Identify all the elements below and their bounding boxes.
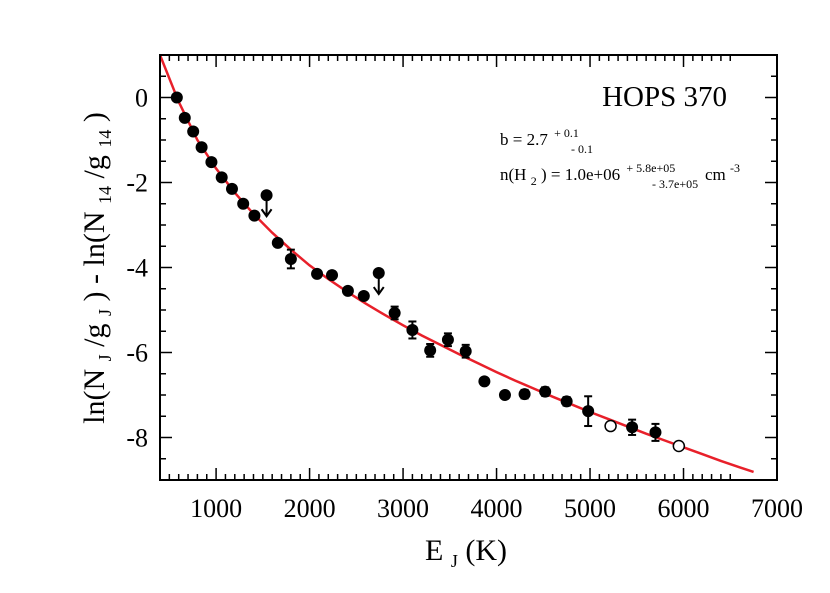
data-point-15 [388,306,401,319]
data-point-22 [518,388,531,401]
data-point-6 [225,182,238,195]
x-tick-label-6000: 6000 [658,494,710,523]
x-tick-label-7000: 7000 [751,494,803,523]
data-point-9 [271,236,284,249]
data-point-0 [170,91,183,104]
data-point-2 [187,125,200,138]
data-point-20 [478,375,491,388]
open-point-0 [604,419,617,433]
chart-title: HOPS 370 [602,81,727,113]
data-point-3 [195,141,208,154]
density-prefix: n(H [500,165,526,184]
b-value: b = 2.7 [500,130,548,149]
b-plus-error: + 0.1 [554,126,579,140]
density-h2-subscript: 2 [531,174,537,188]
data-point-16 [406,323,419,336]
b-annotation: b = 2.7 + 0.1 [500,126,579,149]
x-tick-label-4000: 4000 [471,494,523,523]
data-point-26 [626,421,639,434]
density-annotation: n(H 2 ) = 1.0e+06 + 5.8e+05 [500,161,675,189]
data-point-27 [649,426,662,439]
y-tick-label--2: -2 [126,169,148,198]
model-fit-curve [160,55,754,474]
points-layer [170,91,686,453]
data-point-14 [357,289,370,302]
density-unit-exponent: -3 [730,161,740,175]
data-point-11 [311,267,324,280]
data-point-13 [341,284,354,297]
data-point-7 [237,197,250,210]
x-tick-label-1000: 1000 [190,494,242,523]
data-point-18 [441,333,454,346]
density-unit-text: cm [705,165,726,184]
data-point-25 [582,405,595,418]
x-axis-title-subscript: J [451,551,458,571]
x-axis-title-main: E [425,534,443,567]
density-unit: cm -3 [705,161,740,184]
x-axis-title: E J (K) [425,534,507,574]
data-point-17 [424,344,437,357]
y-tick-label--6: -6 [126,339,148,368]
upper-limit-arrow-head-0 [260,208,273,218]
data-point-24 [560,395,573,408]
data-point-23 [539,385,552,398]
density-plus-error: + 5.8e+05 [626,161,675,175]
y-tick-label-0: 0 [135,84,148,113]
data-point-1 [178,111,191,124]
data-point-8 [248,209,261,222]
density-value: ) = 1.0e+06 [541,165,620,184]
y-axis-title: ln(N J /g J ) - ln(N 14 /g 14 ) [78,112,118,424]
plot-frame [159,54,778,481]
y-tick-label--4: -4 [126,254,148,283]
ticks-layer [160,55,777,480]
data-point-19 [459,345,472,358]
data-point-4 [205,156,218,169]
model-layer [160,55,754,474]
b-minus-error: - 0.1 [571,142,593,156]
data-point-12 [326,269,339,282]
data-point-21 [498,389,511,401]
upper-limit-arrow-head-1 [372,286,385,296]
x-axis-title-rest: (K) [465,534,507,567]
y-tick-label--8: -8 [126,424,148,453]
x-tick-label-2000: 2000 [284,494,336,523]
density-minus-error: - 3.7e+05 [652,177,698,191]
x-tick-label-5000: 5000 [564,494,616,523]
data-point-10 [284,253,297,265]
data-point-5 [215,171,228,184]
open-point-1 [672,439,686,453]
x-tick-label-3000: 3000 [377,494,429,523]
tick-labels-layer: 1000 2000 3000 4000 5000 6000 7000 0 -2 -4 -6 -8 [126,84,803,524]
